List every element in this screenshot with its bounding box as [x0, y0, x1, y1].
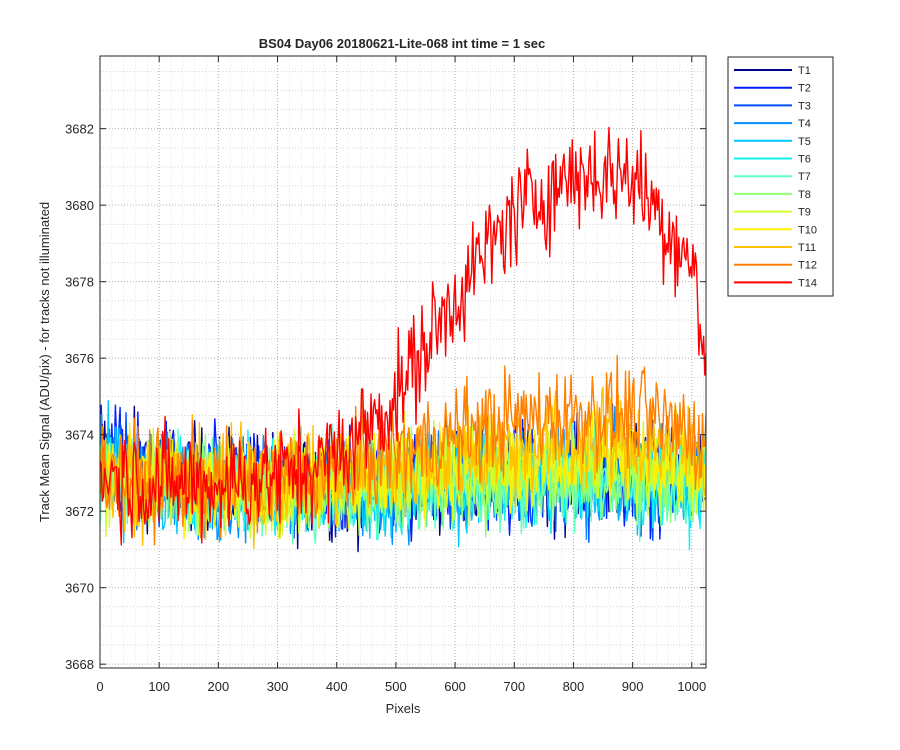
x-tick-label: 800: [563, 679, 585, 694]
x-tick-label: 100: [148, 679, 170, 694]
legend-label-t5: T5: [798, 136, 811, 148]
chart-title: BS04 Day06 20180621-Lite-068 int time = …: [259, 36, 546, 51]
x-tick-label: 400: [326, 679, 348, 694]
series-layer: [100, 126, 706, 553]
x-axis-label: Pixels: [386, 701, 421, 716]
y-tick-label: 3670: [65, 581, 94, 596]
x-tick-label: 700: [503, 679, 525, 694]
axis-ticks: 0 100 200 300 400 500 600 700 800 900 1000 3668 3670…: [65, 56, 706, 694]
y-tick-label: 3672: [65, 504, 94, 519]
legend-label-t7: T7: [798, 171, 811, 183]
legend-label-t1: T1: [798, 65, 811, 77]
legend: T1 T2 T3 T4 T5 T6 T7 T8 T9 T10 T11 T12 T14: [727, 56, 834, 297]
y-tick-label: 3676: [65, 351, 94, 366]
x-tick-label: 200: [208, 679, 230, 694]
x-tick-label: 900: [622, 679, 644, 694]
y-tick-label: 3674: [65, 428, 94, 443]
legend-label-t12: T12: [798, 260, 817, 272]
plot-frame: [99, 55, 707, 669]
legend-label-t2: T2: [798, 83, 811, 95]
y-tick-label: 3668: [65, 657, 94, 672]
legend-label-t11: T11: [798, 242, 816, 254]
y-tick-label: 3678: [65, 275, 94, 290]
y-tick-label: 3680: [65, 198, 94, 213]
legend-label-t3: T3: [798, 100, 811, 112]
legend-label-t8: T8: [798, 189, 811, 201]
y-tick-label: 3682: [65, 122, 94, 137]
x-tick-label: 500: [385, 679, 407, 694]
x-tick-label: 0: [96, 679, 103, 694]
legend-label-t14: T14: [798, 277, 817, 289]
legend-label-t9: T9: [798, 207, 811, 219]
series-line-t14: [100, 126, 706, 546]
x-tick-label: 600: [444, 679, 466, 694]
x-tick-label: 1000: [677, 679, 706, 694]
legend-label-t6: T6: [798, 154, 811, 166]
y-axis-label: Track Mean Signal (ADU/pix) - for tracks…: [37, 202, 52, 522]
legend-label-t4: T4: [798, 118, 811, 130]
legend-label-t10: T10: [798, 224, 817, 236]
x-tick-label: 300: [267, 679, 289, 694]
